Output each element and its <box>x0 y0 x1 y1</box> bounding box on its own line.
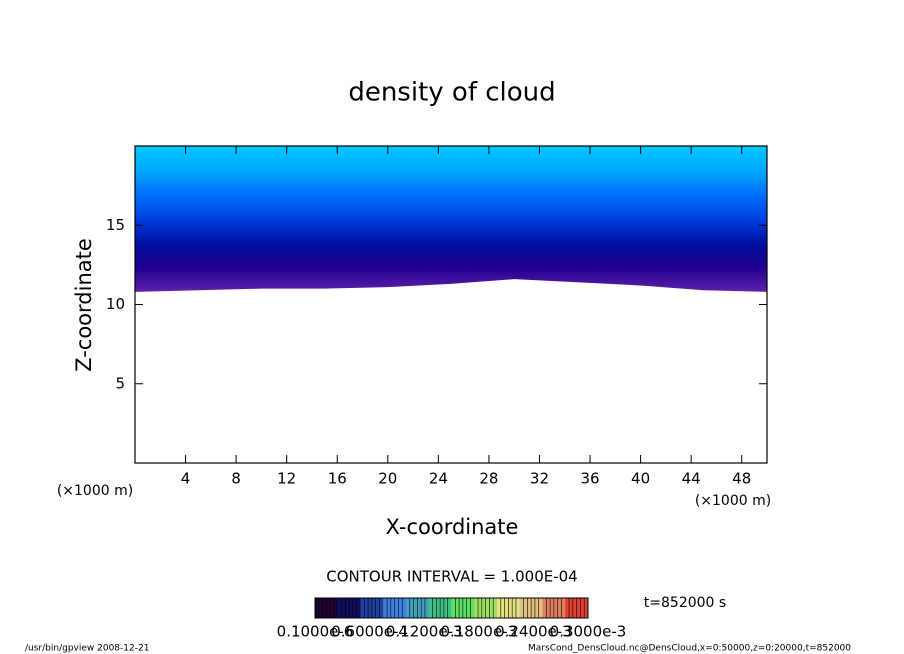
x-tick-label: 28 <box>479 470 498 488</box>
x-tick-label: 8 <box>231 470 241 488</box>
x-tick-label: 32 <box>530 470 549 488</box>
x-tick-label: 48 <box>732 470 751 488</box>
colorbar-label: 0.1000e-6 <box>277 623 354 641</box>
colorbar-label: 0.1200e-3 <box>386 623 463 641</box>
x-tick-label: 16 <box>328 470 347 488</box>
y-tick-label: 10 <box>106 295 125 313</box>
x-tick-label: 20 <box>378 470 397 488</box>
y-tick-label: 5 <box>115 374 125 392</box>
y-axis-label: Z-coordinate <box>72 238 96 372</box>
y-unit: (×1000 m) <box>57 483 133 499</box>
x-axis-label: X-coordinate <box>386 515 519 539</box>
colorbar-label: 0.3000e-3 <box>550 623 627 641</box>
x-tick-label: 40 <box>631 470 650 488</box>
footer-right: MarsCond_DensCloud.nc@DensCloud,x=0:5000… <box>528 644 851 654</box>
x-tick-label: 12 <box>277 470 296 488</box>
footer-left: /usr/bin/gpview 2008-12-21 <box>25 644 149 654</box>
colorbar-label: 0.2400e-3 <box>495 623 572 641</box>
x-tick-label: 24 <box>429 470 448 488</box>
x-tick-label: 44 <box>682 470 701 488</box>
time-label: t=852000 s <box>644 595 726 611</box>
y-tick-label: 15 <box>106 216 125 234</box>
x-tick-label: 4 <box>181 470 191 488</box>
colorbar-frame <box>314 597 589 619</box>
contour-interval: CONTOUR INTERVAL = 1.000E-04 <box>326 568 577 586</box>
colorbar-label: 0.1800e-3 <box>440 623 517 641</box>
x-unit: (×1000 m) <box>695 493 771 509</box>
chart-title: density of cloud <box>348 78 555 108</box>
colorbar-label: 0.6000e-4 <box>331 623 408 641</box>
x-tick-label: 36 <box>580 470 599 488</box>
cloud-area <box>135 146 767 292</box>
